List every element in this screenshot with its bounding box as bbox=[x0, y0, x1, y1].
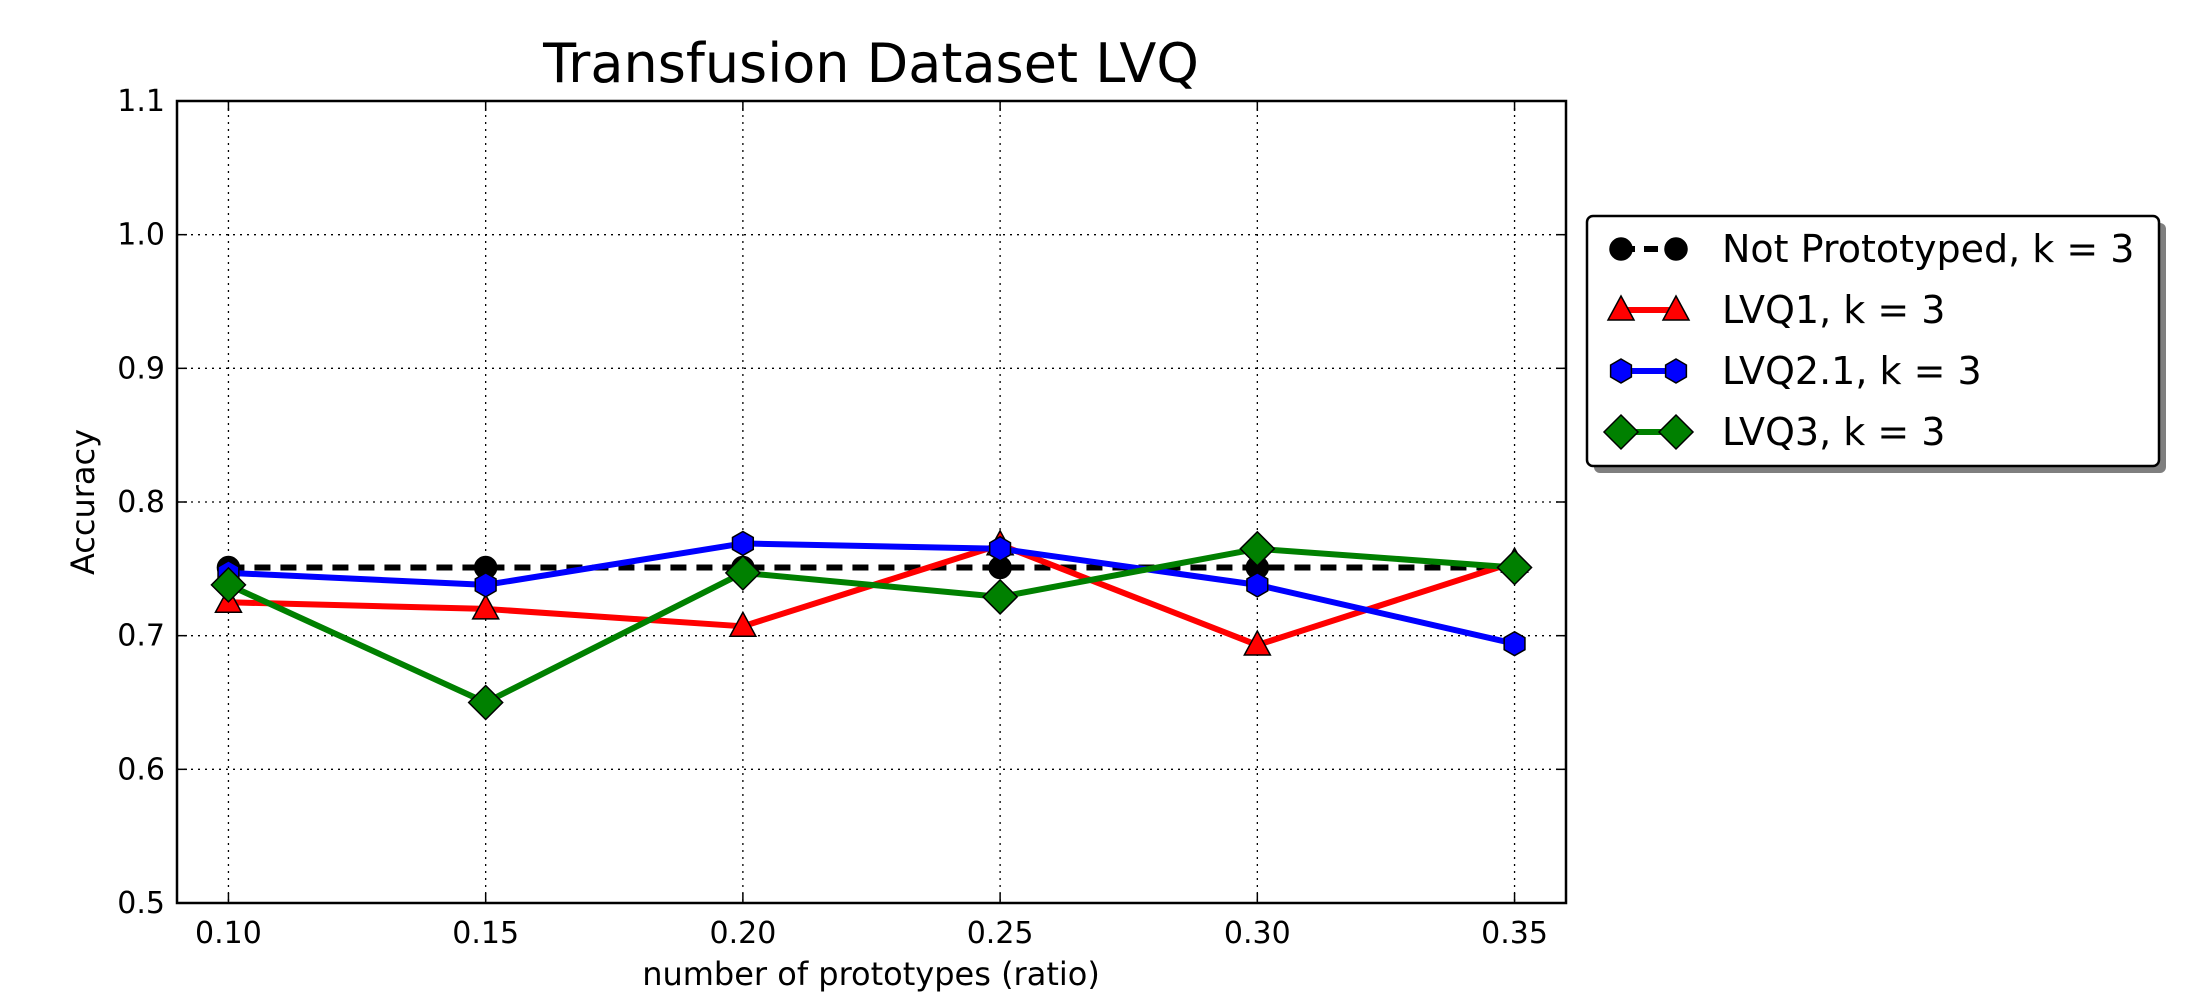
y-tick-label: 0.5 bbox=[117, 886, 165, 921]
legend-item: LVQ3, k = 3 bbox=[1602, 410, 1945, 454]
series-0 bbox=[216, 555, 1527, 580]
legend-marker bbox=[1609, 358, 1633, 384]
data-point bbox=[728, 610, 758, 638]
legend-label: LVQ2.1, k = 3 bbox=[1722, 349, 1982, 393]
data-point bbox=[1496, 549, 1533, 586]
legend-marker bbox=[1664, 237, 1688, 261]
data-point bbox=[474, 572, 497, 598]
series-line bbox=[228, 540, 1516, 647]
legend-marker bbox=[1609, 237, 1633, 261]
data-point bbox=[724, 554, 761, 591]
x-tick-label: 0.20 bbox=[709, 916, 776, 951]
legend-marker bbox=[1661, 294, 1691, 321]
x-tick-label: 0.35 bbox=[1481, 916, 1548, 951]
data-point bbox=[210, 566, 247, 603]
legend-item: LVQ2.1, k = 3 bbox=[1609, 349, 1982, 393]
legend-label: LVQ1, k = 3 bbox=[1722, 288, 1945, 332]
data-point bbox=[1239, 530, 1276, 567]
y-tick-label: 1.1 bbox=[117, 84, 165, 119]
axis-ticks: 0.10 0.15 0.20 0.25 0.30 0.35 0.5 0.6 0.7 0.8 0.9 1… bbox=[117, 84, 1566, 951]
chart-title: Transfusion Dataset LVQ bbox=[542, 32, 1199, 95]
legend-marker bbox=[1606, 294, 1636, 321]
data-point bbox=[1246, 572, 1269, 598]
legend-box bbox=[1585, 214, 2161, 468]
legend-label: Not Prototyped, k = 3 bbox=[1722, 227, 2134, 271]
series-line bbox=[228, 541, 1516, 649]
x-axis-label: number of prototypes (ratio) bbox=[642, 955, 1100, 993]
y-tick-label: 0.8 bbox=[117, 485, 165, 520]
legend-marker bbox=[1657, 413, 1695, 451]
y-tick-label: 1.0 bbox=[117, 218, 165, 253]
series-1 bbox=[214, 529, 1529, 656]
legend: Not Prototyped, k = 3 LVQ1, k = 3 LVQ2.1, … bbox=[1585, 214, 2166, 473]
series-line bbox=[227, 545, 1515, 706]
series-lines bbox=[210, 529, 1533, 721]
data-point bbox=[1243, 629, 1272, 656]
x-tick-label: 0.25 bbox=[967, 916, 1034, 951]
legend-label: LVQ3, k = 3 bbox=[1722, 410, 1945, 454]
x-tick-label: 0.15 bbox=[452, 916, 519, 951]
legend-item: Not Prototyped, k = 3 bbox=[1609, 227, 2134, 271]
legend-marker bbox=[1602, 413, 1640, 451]
grid-lines bbox=[177, 101, 1566, 903]
legend-item: LVQ1, k = 3 bbox=[1606, 288, 1945, 332]
y-tick-label: 0.7 bbox=[117, 619, 165, 654]
data-point bbox=[731, 530, 755, 557]
data-point bbox=[467, 684, 504, 721]
data-point bbox=[988, 535, 1012, 562]
legend-marker bbox=[1664, 358, 1688, 384]
y-axis-label: Accuracy bbox=[64, 429, 102, 575]
data-point bbox=[982, 578, 1019, 615]
series-3 bbox=[210, 530, 1533, 721]
data-point bbox=[471, 593, 500, 620]
y-tick-label: 0.6 bbox=[117, 752, 165, 787]
series-2 bbox=[217, 530, 1526, 657]
data-point bbox=[1503, 630, 1526, 657]
x-tick-label: 0.30 bbox=[1224, 916, 1291, 951]
x-tick-label: 0.10 bbox=[195, 916, 262, 951]
y-tick-label: 0.9 bbox=[117, 351, 165, 386]
